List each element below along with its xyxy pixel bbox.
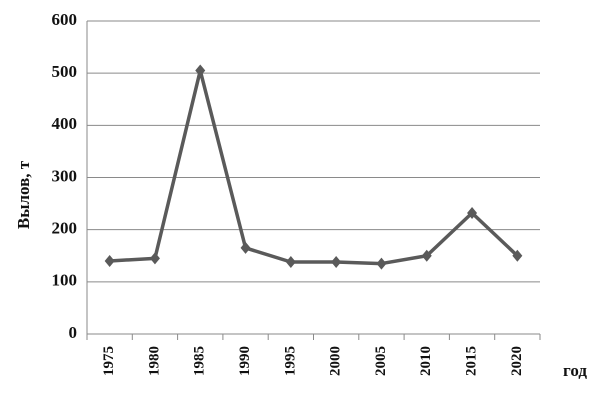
marker [285, 256, 296, 269]
x-tick-label: 2015 [463, 346, 479, 376]
y-tick-label: 400 [52, 114, 78, 133]
x-tick-label: 2010 [418, 346, 434, 376]
x-axis-label: год [563, 361, 587, 380]
x-tick-label: 1975 [101, 346, 117, 376]
y-axis-label: Вылов, т [14, 160, 33, 229]
x-tick-label: 1995 [282, 346, 298, 376]
marker [149, 252, 160, 265]
x-tick-label: 1985 [192, 346, 208, 376]
y-tick-label: 0 [69, 323, 78, 342]
marker [421, 249, 432, 262]
y-tick-label: 100 [52, 271, 78, 290]
x-tick-label: 1980 [146, 346, 162, 376]
line [109, 68, 519, 266]
marker [331, 256, 342, 269]
marker [240, 241, 251, 254]
marker [376, 257, 387, 270]
marker [467, 206, 478, 219]
y-tick-label: 500 [52, 62, 78, 81]
marker [195, 64, 206, 77]
y-tick-label: 300 [52, 166, 78, 185]
x-tick-label: 2005 [373, 346, 389, 376]
x-tick-label: 1990 [237, 346, 253, 376]
marker [104, 254, 115, 267]
marker [512, 249, 523, 262]
x-tick-label: 2020 [509, 346, 525, 376]
x-tick-label: 2000 [328, 346, 344, 376]
y-tick-label: 600 [52, 10, 78, 29]
y-tick-label: 200 [52, 219, 78, 238]
